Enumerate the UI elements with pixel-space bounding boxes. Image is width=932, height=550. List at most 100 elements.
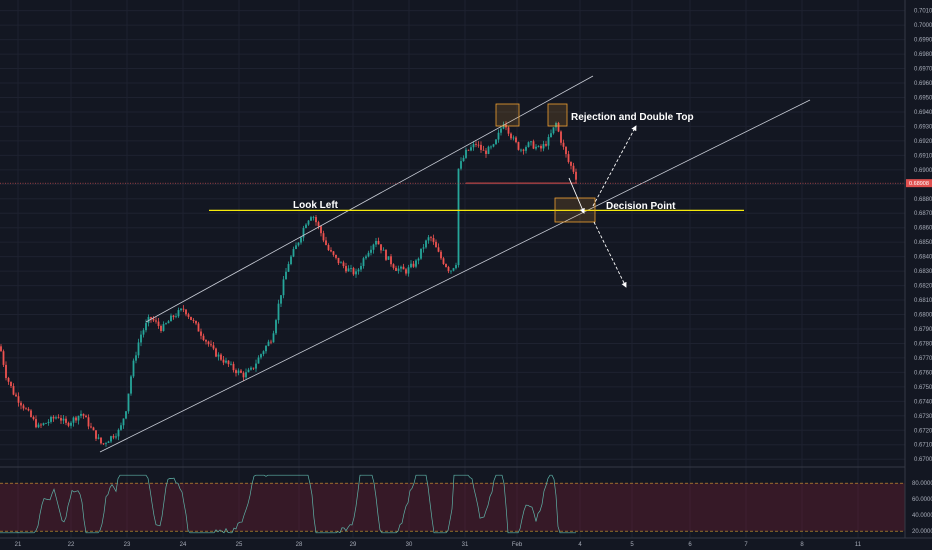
candle-body [300,237,302,243]
x-tick-label: 7 [744,542,748,548]
candle-body [272,333,275,343]
candle-body [192,319,195,321]
candle-body [190,316,192,320]
candle-body [280,295,282,304]
candle-body [400,266,402,269]
candle-body [417,258,420,261]
candle-body [90,426,92,428]
candle-body [22,405,25,409]
candle-body [467,149,470,151]
candle-body [232,363,235,371]
candle-body [570,161,572,166]
candle-body [167,321,170,324]
candle-body [225,360,227,363]
candle-body [435,241,437,248]
candle-body [535,146,537,149]
candle-body [135,355,137,361]
candle-body [320,226,322,234]
x-tick-label: 31 [462,542,469,548]
candle-body [307,220,310,225]
candle-body [250,367,252,370]
candle-body [140,334,142,343]
candle-body [162,324,165,331]
candle-body [152,318,155,321]
candle-body [537,145,540,147]
candle-body [107,441,110,444]
candle-body [17,396,20,403]
candle-body [57,417,60,419]
candle-body [160,325,162,331]
candle-body [77,415,80,421]
candle-body [260,354,262,358]
candle-body [245,372,247,378]
candle-body [60,418,62,421]
candle-body [187,314,190,317]
candle-body [182,308,185,310]
candle-body [475,144,477,145]
candle-body [142,330,145,335]
candle-body [567,154,570,162]
candle-body [462,157,465,162]
candle-body [30,410,32,417]
candle-body [390,256,392,265]
candle-body [265,345,267,352]
candle-body [102,443,105,445]
candle-body [437,247,440,252]
candle-body [262,351,265,355]
candle-body [347,268,350,272]
candle-body [310,217,312,221]
price-tag-label: 0.68908 [909,181,929,187]
candle-body [175,316,177,318]
candle-body [412,263,415,267]
candle-body [450,270,452,272]
candle-body [565,146,567,155]
candle-body [410,263,412,268]
candle-body [542,144,545,149]
y-tick-label: 0.67000 [914,457,932,463]
candle-body [362,258,365,267]
candle-body [452,268,455,271]
candle-body [45,423,47,424]
candle-body [470,147,472,151]
candle-body [517,142,520,150]
candle-body [195,320,197,324]
candle-body [210,344,212,346]
candle-body [180,308,182,311]
candle-body [497,132,500,140]
candle-body [95,430,97,439]
candle-body [35,419,37,428]
rsi-tick-label: 20.0000 [912,529,932,535]
candle-body [145,323,147,331]
candle-body [227,360,230,365]
candle-body [185,309,187,315]
candle-body [337,257,340,264]
candle-body [137,342,140,356]
candle-body [575,171,577,180]
candle-body [375,240,377,245]
candle-body [457,168,460,266]
candle-body [365,256,367,259]
annotation-look-left: Look Left [293,200,339,211]
candle-body [560,131,562,143]
arrow-down-to-decision [568,177,585,214]
candle-body [495,139,497,145]
candle-body [405,269,407,274]
decision-box [554,197,596,223]
rsi-tick-label: 60.0000 [912,497,932,503]
candle-body [27,408,30,411]
candle-body [120,425,122,430]
candle-body [382,249,385,251]
